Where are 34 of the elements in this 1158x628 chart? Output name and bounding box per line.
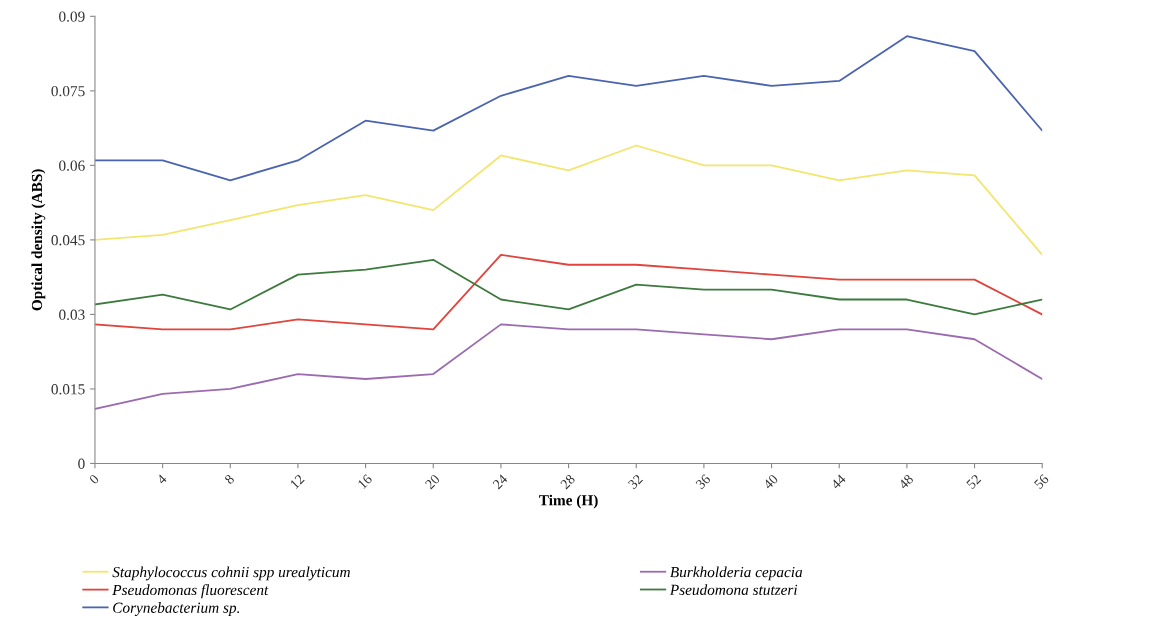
legend-label: Pseudomonas fluorescent [112, 584, 269, 599]
y-tick-label: 0.015 [51, 384, 85, 395]
x-tick-label: 44 [830, 473, 847, 490]
legend-label: Pseudomona stutzeri [669, 584, 798, 596]
legend-label: Corynebacterium sp. [113, 602, 240, 617]
legend-label: Burkholderia cepacia [670, 566, 803, 581]
y-tick-label: 0.075 [51, 85, 85, 97]
y-axis-title: Optical density (ABS) [31, 169, 46, 311]
x-tick-label: 24 [492, 473, 509, 490]
x-tick-label: 56 [1033, 473, 1050, 490]
x-tick-label: 40 [762, 473, 779, 490]
y-tick-label: 0 [78, 458, 85, 469]
line-series [94, 144, 1043, 256]
x-tick-label: 8 [224, 473, 235, 485]
legend-label: Staphylococcus cohnii spp urealyticum [112, 566, 350, 581]
line-series [94, 253, 1043, 331]
y-tick-label: 0.03 [59, 309, 85, 320]
x-tick-label: 4 [156, 473, 168, 485]
x-axis-title: Time (H) [539, 494, 598, 509]
line-series [94, 323, 1043, 410]
x-tick-label: 48 [897, 473, 914, 490]
x-tick-label: 16 [357, 473, 373, 490]
x-tick-label: 20 [424, 473, 441, 490]
line-series [94, 258, 1043, 316]
x-tick-label: 28 [559, 473, 576, 490]
x-tick-label: 36 [695, 473, 711, 490]
line-series [94, 35, 1043, 182]
x-tick-label: 0 [88, 473, 100, 485]
x-tick-label: 32 [627, 474, 644, 490]
y-tick-label: 0.045 [51, 235, 85, 246]
y-tick-label: 0.09 [59, 11, 85, 22]
y-tick-label: 0.06 [59, 160, 85, 171]
x-tick-label: 12 [289, 474, 305, 489]
x-tick-label: 52 [966, 474, 982, 490]
